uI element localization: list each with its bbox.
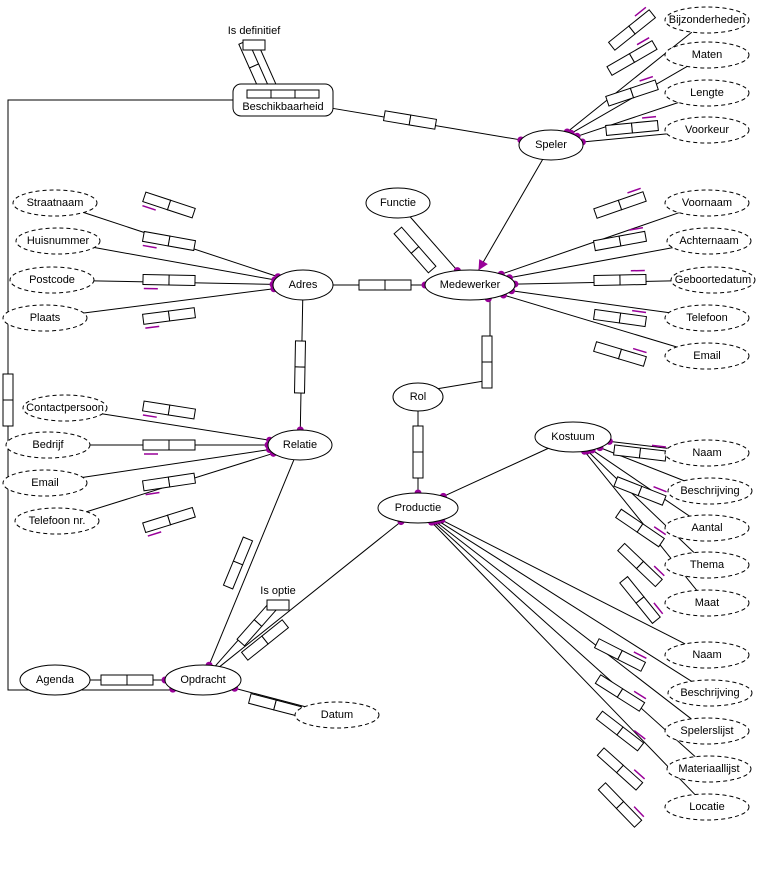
attr-label-beschrijving_p: Beschrijving [680, 687, 739, 699]
entity-label-medewerker: Medewerker [440, 279, 501, 291]
attr-label-beschrijving_k: Beschrijving [680, 485, 739, 497]
connector-box [616, 506, 667, 547]
attr-label-geboortedatum: Geboortedatum [675, 274, 751, 286]
attr-label-naam_p: Naam [692, 649, 721, 661]
accent-dash-icon [627, 188, 640, 193]
edge-kostuum-productie [443, 448, 548, 496]
accent-dash-icon [633, 349, 646, 353]
edge-speler-medewerker [479, 159, 543, 270]
entity-label-agenda: Agenda [36, 674, 75, 686]
connector-box [143, 274, 195, 289]
entity-label-kostuum: Kostuum [551, 431, 594, 443]
attr-label-maten: Maten [692, 49, 723, 61]
edge-productie-materiaallijst [433, 522, 695, 757]
edge-productie-beschrijving_p [438, 521, 691, 681]
edge-speler-voorkeur [582, 134, 667, 142]
connector-box [614, 473, 668, 505]
entity-label-relatie: Relatie [283, 439, 317, 451]
attr-label-bijzonderheden: Bijzonderheden [669, 14, 745, 26]
connector-box [614, 441, 667, 461]
entity-label-productie: Productie [395, 502, 441, 514]
accent-dash-icon [145, 326, 159, 328]
attr-label-maat: Maat [695, 597, 719, 609]
connector-box [384, 111, 437, 129]
attr-label-naam_k: Naam [692, 447, 721, 459]
attr-label-postcode: Postcode [29, 274, 75, 286]
connector-box [592, 188, 646, 218]
attr-label-telefoonnr: Telefoon nr. [29, 515, 86, 527]
connector-box [594, 270, 646, 285]
er-diagram: Is definitief Bijzonderheden Maten Lengte Vo… [0, 0, 765, 880]
attr-label-achternaam: Achternaam [679, 235, 738, 247]
attr-label-voorkeur: Voorkeur [685, 124, 729, 136]
attr-label-voornaam: Voornaam [682, 197, 732, 209]
connector-box [595, 671, 646, 711]
connector-box [596, 708, 646, 751]
edge-functie-medewerker [410, 217, 457, 271]
accent-dash-icon [654, 487, 667, 492]
attr-label-plaats: Plaats [30, 312, 61, 324]
accent-dash-icon [148, 532, 161, 536]
arrowhead-icon [479, 259, 488, 270]
connector-box [394, 227, 436, 273]
connector-box [249, 694, 302, 717]
connector-box [142, 401, 196, 423]
connector-box [413, 426, 423, 478]
attr-label-materiaallijst: Materiaallijst [678, 763, 739, 775]
accent-dash-icon [640, 77, 653, 81]
accent-dash-icon [143, 415, 157, 417]
attr-label-huisnummer: Huisnummer [27, 235, 90, 247]
accent-dash-icon [142, 206, 155, 210]
edge-opdracht-beschikbaarheid [8, 100, 233, 690]
attr-label-bedrijf: Bedrijf [32, 439, 64, 451]
connector-box [143, 507, 197, 536]
connector-box [482, 336, 492, 388]
connector-box [594, 338, 648, 366]
connector-box [141, 192, 195, 222]
attr-box-is_definitief [243, 40, 265, 50]
edge-medewerker-rol [430, 299, 490, 390]
attr-label-datum: Datum [321, 709, 353, 721]
attr-label-locatie: Locatie [689, 801, 724, 813]
connector-box [3, 374, 13, 426]
accent-dash-icon [642, 117, 656, 118]
edge-medewerker-geboortedatum [515, 281, 671, 284]
attr-label-telefoon: Telefoon [686, 312, 728, 324]
attr-label-is_definitief: Is definitief [228, 25, 282, 37]
connector-box [605, 117, 658, 136]
entity-label-beschikbaarheid: Beschikbaarheid [242, 101, 323, 113]
attr-label-email: Email [693, 350, 721, 362]
attr-label-thema: Thema [690, 559, 725, 571]
entity-label-adres: Adres [289, 279, 318, 291]
connector-box [359, 280, 411, 290]
connector-box [143, 440, 195, 454]
entity-label-speler: Speler [535, 139, 567, 151]
entity-label-functie: Functie [380, 197, 416, 209]
connector-box [223, 537, 252, 589]
accent-dash-icon [143, 245, 157, 247]
connector-box [595, 635, 648, 671]
attr-label-contactpersoon: Contactpersoon [26, 402, 104, 414]
connector-box [295, 341, 306, 393]
edge-medewerker-email [503, 295, 676, 347]
attr-label-aantal: Aantal [691, 522, 722, 534]
edge-medewerker-telefoon [512, 291, 669, 313]
attr-label-spelerslijst: Spelerslijst [680, 725, 733, 737]
entity-label-opdracht: Opdracht [180, 674, 225, 686]
attr-label-email2: Email [31, 477, 59, 489]
connector-box [143, 308, 196, 328]
attr-label-straatnaam: Straatnaam [27, 197, 84, 209]
accent-dash-icon [632, 311, 646, 313]
entity-label-rol: Rol [410, 391, 427, 403]
edge-speler-bijzonderheden [567, 32, 692, 132]
attr-label-is_optie: Is optie [260, 585, 295, 597]
connector-box [593, 227, 647, 250]
connector-box [142, 231, 196, 254]
labels-layer: Is definitief Bijzonderheden Maten Lengte Vo… [26, 14, 751, 813]
edge-medewerker-voornaam [501, 213, 679, 275]
connector-box [101, 675, 153, 685]
attr-label-lengte: Lengte [690, 87, 724, 99]
attr-box-is_optie [267, 600, 289, 610]
